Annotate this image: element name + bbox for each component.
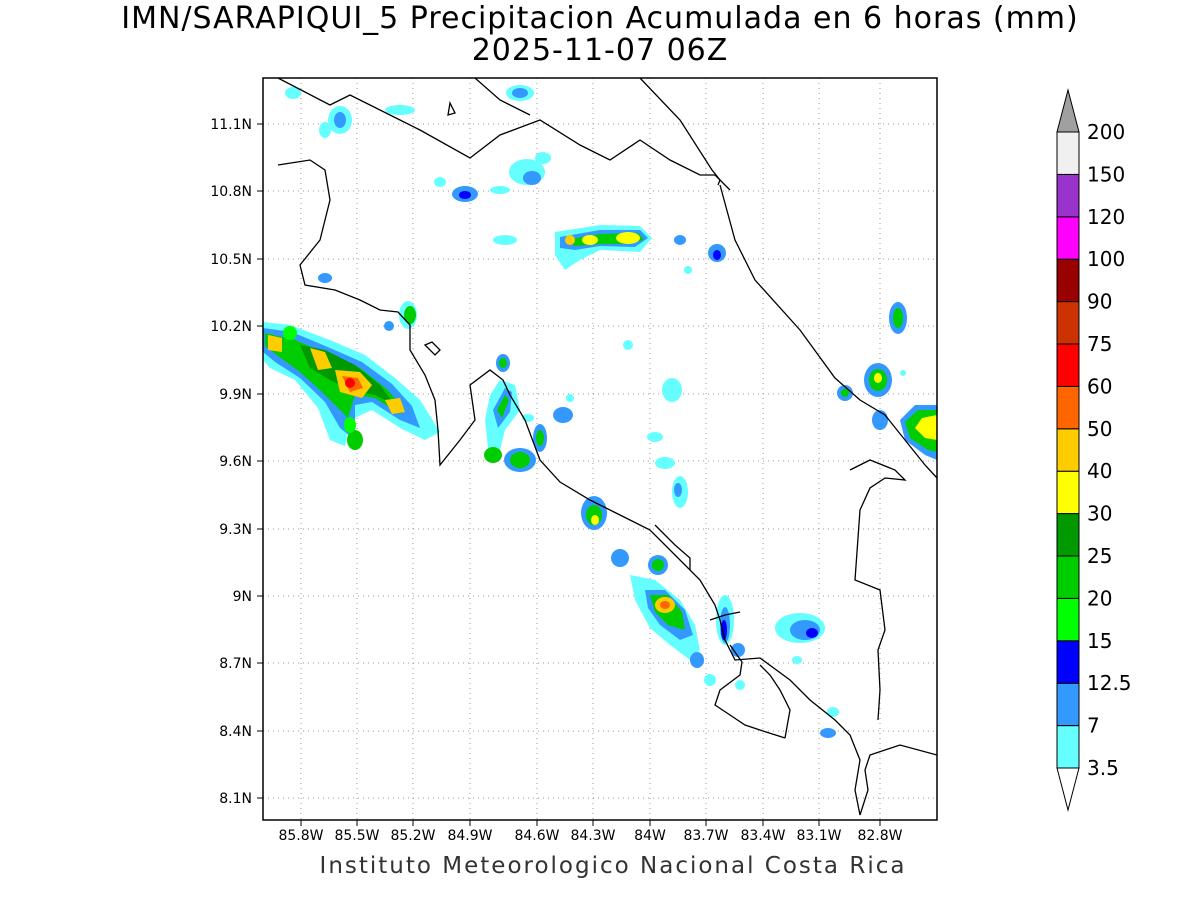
colorbar-swatch bbox=[1056, 725, 1080, 769]
colorbar-swatch bbox=[1056, 385, 1080, 430]
coastline bbox=[277, 78, 937, 816]
colorbar-swatch bbox=[1056, 258, 1080, 303]
y-tick-label: 8.4N bbox=[219, 724, 252, 740]
x-tick-label: 85.8W bbox=[278, 828, 323, 844]
colorbar-swatch bbox=[1056, 555, 1080, 599]
colorbar-label: 60 bbox=[1087, 374, 1112, 398]
x-tick-label: 84.6W bbox=[514, 828, 559, 844]
colorbar-swatch bbox=[1056, 428, 1080, 472]
colorbar-label: 50 bbox=[1087, 417, 1112, 441]
x-tick-label: 84W bbox=[634, 828, 666, 844]
colorbar-label: 75 bbox=[1087, 332, 1112, 356]
x-tick-label: 82.8W bbox=[857, 828, 902, 844]
colorbar-swatch bbox=[1056, 343, 1080, 387]
y-tick-label: 9.3N bbox=[219, 522, 252, 538]
colorbar-swatch bbox=[1056, 173, 1080, 218]
y-tick-label: 10.8N bbox=[210, 184, 252, 200]
colorbar-swatch bbox=[1056, 216, 1080, 260]
x-tick-label: 83.7W bbox=[683, 828, 728, 844]
y-tick-label: 8.7N bbox=[219, 656, 252, 672]
colorbar-label: 25 bbox=[1087, 544, 1112, 568]
colorbar-label: 150 bbox=[1087, 162, 1125, 186]
colorbar-swatch bbox=[1056, 131, 1080, 175]
map-datetime: 2025-11-07 06Z bbox=[471, 33, 729, 68]
y-tick-label: 10.5N bbox=[210, 252, 252, 268]
x-tick-label: 84.9W bbox=[447, 828, 492, 844]
y-tick-label: 9.6N bbox=[219, 454, 252, 470]
y-tick-label: 9N bbox=[233, 589, 252, 605]
colorbar-label: 3.5 bbox=[1087, 756, 1119, 780]
colorbar-swatch bbox=[1056, 597, 1080, 642]
colorbar-max-arrow bbox=[1056, 88, 1080, 133]
colorbar-label: 200 bbox=[1087, 120, 1125, 144]
colorbar-label: 40 bbox=[1087, 459, 1112, 483]
colorbar-label: 7 bbox=[1087, 714, 1100, 738]
map-title: IMN/SARAPIQUI_5 Precipitacion Acumulada … bbox=[121, 1, 1079, 36]
x-tick-label: 84.3W bbox=[570, 828, 615, 844]
footer-credit: Instituto Meteorologico Nacional Costa R… bbox=[319, 853, 907, 879]
colorbar-swatch bbox=[1056, 513, 1080, 557]
colorbar-label: 12.5 bbox=[1087, 671, 1132, 695]
precipitation-field bbox=[263, 85, 937, 738]
colorbar-label: 90 bbox=[1087, 290, 1112, 314]
y-axis-labels: 11.1N 10.8N 10.5N 10.2N 9.9N 9.6N 9.3N 9… bbox=[210, 117, 252, 807]
colorbar: 3.5 7 12.5 15 20 25 30 40 50 60 75 90 100 120 150 200 bbox=[1056, 88, 1132, 812]
map-frame bbox=[262, 77, 938, 821]
colorbar-label: 20 bbox=[1087, 586, 1112, 610]
colorbar-swatch bbox=[1056, 682, 1080, 727]
colorbar-min-arrow bbox=[1056, 767, 1080, 812]
y-tick-label: 10.2N bbox=[210, 319, 252, 335]
x-tick-label: 85.2W bbox=[390, 828, 435, 844]
colorbar-swatch bbox=[1056, 470, 1080, 515]
y-tick-label: 8.1N bbox=[219, 791, 252, 807]
x-tick-label: 83.4W bbox=[740, 828, 785, 844]
colorbar-label: 120 bbox=[1087, 205, 1125, 229]
x-tick-label: 85.5W bbox=[334, 828, 379, 844]
y-tick-label: 9.9N bbox=[219, 387, 252, 403]
y-tick-label: 11.1N bbox=[210, 117, 252, 133]
colorbar-swatch bbox=[1056, 301, 1080, 345]
colorbar-label: 100 bbox=[1087, 247, 1125, 271]
tick-marks bbox=[257, 123, 881, 826]
x-tick-label: 83.1W bbox=[796, 828, 841, 844]
x-axis-labels: 85.8W 85.5W 85.2W 84.9W 84.6W 84.3W 84W … bbox=[278, 828, 902, 844]
colorbar-label: 30 bbox=[1087, 502, 1112, 526]
colorbar-label: 15 bbox=[1087, 629, 1112, 653]
colorbar-swatch bbox=[1056, 640, 1080, 684]
